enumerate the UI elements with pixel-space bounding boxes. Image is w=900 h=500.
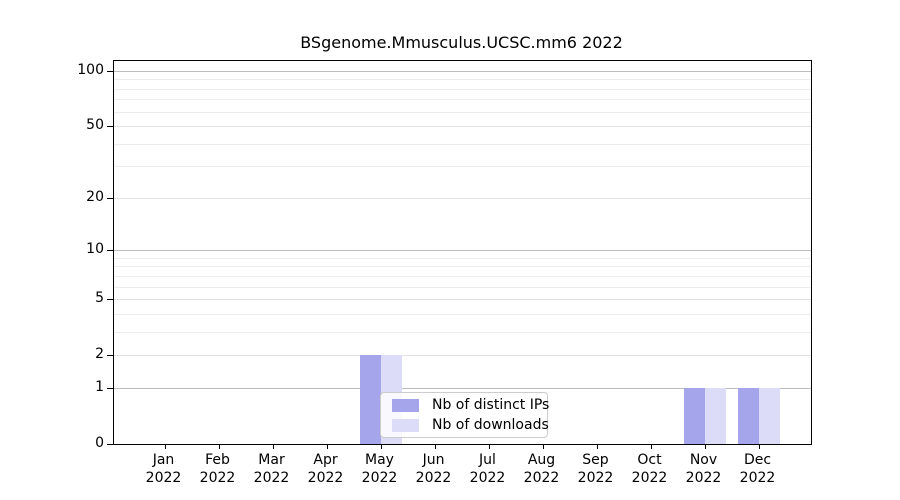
x-tick-label: Nov 2022 — [685, 452, 722, 486]
minor-gridline — [114, 331, 811, 333]
y-tick-label: 100 — [77, 61, 104, 78]
x-tick-label: Jun 2022 — [415, 452, 452, 486]
chart-title: BSgenome.Mmusculus.UCSC.mm6 2022 — [300, 33, 623, 52]
y-tick-label: 20 — [86, 188, 104, 205]
minor-gridline — [114, 266, 811, 268]
x-tick-label: Feb 2022 — [199, 452, 236, 486]
major-gridline — [114, 197, 811, 199]
bar-distinct-ips — [359, 355, 381, 444]
plot-area: Nb of distinct IPs Nb of downloads — [107, 60, 812, 449]
x-tick-mark — [218, 444, 220, 449]
x-tick-mark — [164, 444, 166, 449]
x-tick-mark — [434, 444, 436, 449]
x-tick-mark — [758, 444, 760, 449]
minor-gridline — [114, 99, 811, 101]
y-tick-mark — [107, 250, 113, 252]
legend-swatch-downloads — [392, 418, 419, 432]
x-tick-mark — [650, 444, 652, 449]
major-gridline — [114, 355, 811, 357]
bar-distinct-ips — [737, 387, 759, 444]
legend-item-distinct-ips: Nb of distinct IPs — [381, 397, 550, 413]
major-gridline — [114, 70, 811, 72]
minor-gridline — [114, 313, 811, 315]
minor-gridline — [114, 275, 811, 277]
major-gridline — [114, 299, 811, 301]
bar-downloads — [704, 387, 726, 444]
y-tick-label: 10 — [86, 241, 104, 258]
minor-gridline — [114, 79, 811, 81]
bar-downloads — [758, 387, 780, 444]
x-tick-label: Jul 2022 — [469, 452, 506, 486]
x-tick-mark — [542, 444, 544, 449]
y-tick-label: 5 — [95, 290, 104, 307]
minor-gridline — [114, 143, 811, 145]
y-tick-mark — [107, 70, 113, 72]
x-tick-label: May 2022 — [361, 452, 398, 486]
y-tick-mark — [107, 387, 113, 390]
x-tick-mark — [488, 444, 490, 449]
minor-gridline — [114, 111, 811, 113]
y-tick-label: 50 — [86, 117, 104, 134]
y-tick-mark — [107, 197, 113, 199]
y-tick-label: 1 — [95, 378, 104, 395]
minor-gridline — [114, 257, 811, 259]
legend: Nb of distinct IPs Nb of downloads — [380, 392, 550, 438]
legend-label-downloads: Nb of downloads — [432, 417, 549, 433]
x-tick-mark — [326, 444, 328, 449]
major-gridline — [114, 126, 811, 128]
minor-gridline — [114, 286, 811, 288]
x-tick-label: Aug 2022 — [523, 452, 560, 486]
x-tick-mark — [380, 444, 382, 449]
y-tick-mark — [107, 299, 113, 301]
legend-item-downloads: Nb of downloads — [381, 417, 549, 433]
bar-distinct-ips — [683, 387, 705, 444]
x-tick-mark — [596, 444, 598, 449]
legend-label-distinct-ips: Nb of distinct IPs — [432, 397, 550, 413]
y-tick-mark — [107, 126, 113, 128]
minor-gridline — [114, 88, 811, 90]
x-tick-label: Apr 2022 — [307, 452, 344, 486]
x-tick-label: Mar 2022 — [253, 452, 290, 486]
major-gridline — [114, 250, 811, 252]
y-tick-mark — [107, 355, 113, 357]
legend-swatch-distinct-ips — [392, 398, 419, 412]
x-tick-label: Oct 2022 — [631, 452, 668, 486]
x-tick-label: Dec 2022 — [739, 452, 776, 486]
x-tick-mark — [704, 444, 706, 449]
y-tick-mark — [107, 444, 113, 446]
y-tick-label: 0 — [95, 435, 104, 451]
minor-gridline — [114, 166, 811, 168]
x-tick-mark — [272, 444, 274, 449]
x-tick-label: Jan 2022 — [145, 452, 182, 486]
y-tick-label: 2 — [95, 346, 104, 363]
x-tick-label: Sep 2022 — [577, 452, 614, 486]
major-gridline — [114, 387, 811, 389]
